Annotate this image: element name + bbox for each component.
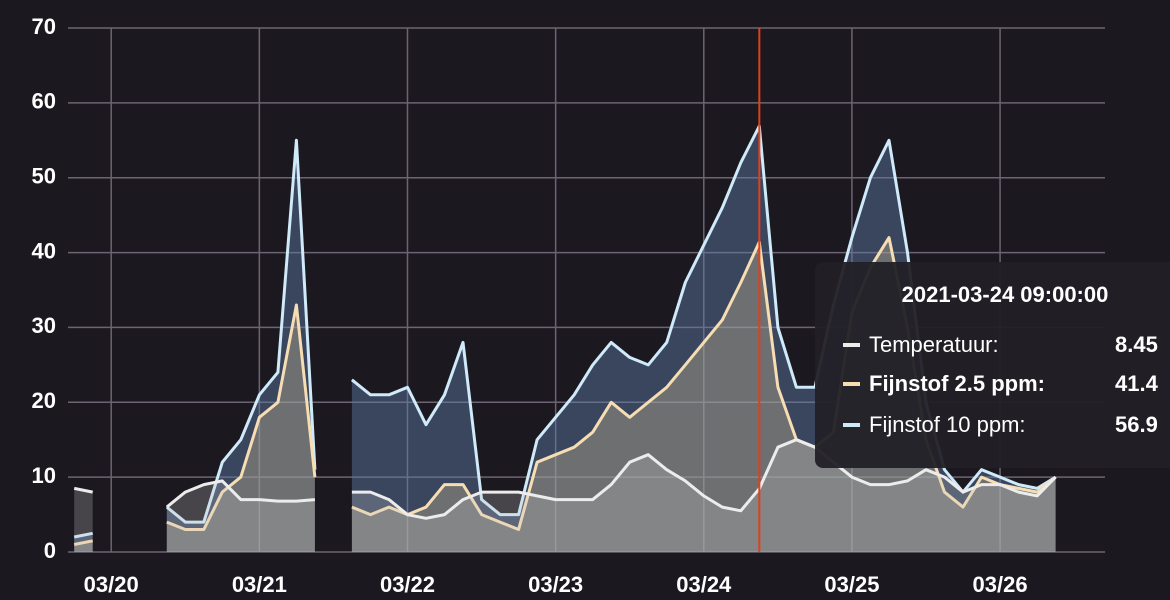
y-tick-label: 30 [32,313,56,338]
y-tick-label: 50 [32,164,56,189]
x-tick-label: 03/20 [84,572,139,597]
tooltip-value: 41.4 [1115,371,1159,396]
tooltip-box [815,262,1170,468]
tooltip-name: Fijnstof 2.5 ppm: [869,371,1045,396]
y-tick-label: 40 [32,238,56,263]
x-tick-label: 03/23 [528,572,583,597]
area [74,439,1056,552]
y-tick-label: 0 [44,538,56,563]
tooltip-name: Temperatuur: [869,332,999,357]
tooltip-title: 2021-03-24 09:00:00 [902,282,1109,307]
tooltip-name: Fijnstof 10 ppm: [869,412,1026,437]
x-tick-label: 03/21 [232,572,287,597]
tooltip-value: 56.9 [1115,412,1158,437]
x-tick-label: 03/25 [824,572,879,597]
y-tick-label: 20 [32,388,56,413]
y-tick-label: 60 [32,89,56,114]
plot-area: 0 10 20 30 40 50 60 70 03/20 03/21 03/22 03/23 03/24… [32,14,1105,597]
x-tick-label: 03/22 [380,572,435,597]
tooltip-value: 8.45 [1115,332,1158,357]
area [74,237,1056,552]
tooltip: 2021-03-24 09:00:00 Temperatuur: 8.45 Fi… [815,262,1170,468]
y-tick-label: 10 [32,463,56,488]
x-tick-label: 03/24 [676,572,732,597]
x-tick-label: 03/26 [973,572,1028,597]
y-tick-label: 70 [32,14,56,39]
line [73,438,1057,520]
